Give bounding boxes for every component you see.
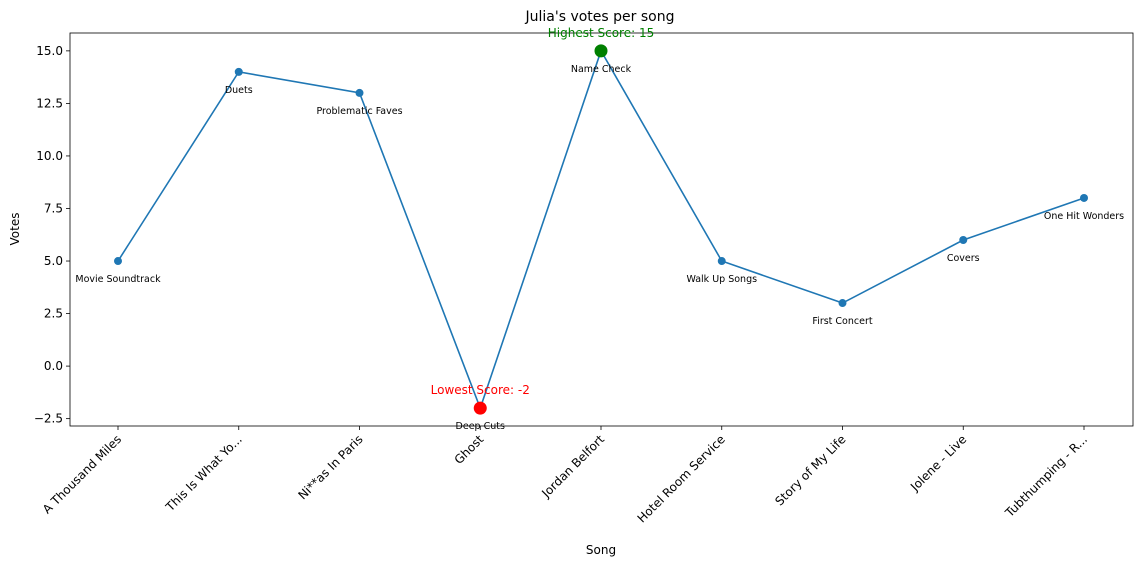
point-label: Movie Soundtrack — [75, 274, 161, 285]
y-tick-label: 15.0 — [36, 44, 63, 58]
y-tick-label: 2.5 — [44, 307, 63, 321]
y-tick-label: −2.5 — [34, 412, 63, 426]
plot-area: −2.5 0.0 2.5 5.0 7.5 10.0 12.5 15.0 A Thousand M… — [34, 44, 1124, 526]
series-line — [117, 48, 1085, 411]
y-tick-label: 5.0 — [44, 254, 63, 268]
point-label: Name Check — [571, 64, 632, 75]
data-point — [355, 88, 364, 97]
point-label: Duets — [225, 85, 253, 96]
point-label: Problematic Faves — [316, 106, 402, 117]
x-tick-label: Hotel Room Service — [635, 432, 728, 525]
chart-title: Julia's votes per song — [525, 9, 675, 25]
y-tick-label: 0.0 — [44, 359, 63, 373]
x-tick-label: Ghost — [452, 432, 487, 467]
y-tick-label: 12.5 — [36, 96, 63, 110]
point-label: First Concert — [812, 316, 872, 327]
highlight-max-label: Highest Score: 15 — [548, 26, 654, 40]
plot-frame — [69, 32, 1134, 427]
x-tick-label: A Thousand Miles — [40, 432, 124, 516]
x-axis-label: Song — [586, 543, 616, 557]
x-tick-label: Ni**as In Paris — [295, 432, 365, 502]
point-label: Deep Cuts — [456, 421, 505, 432]
y-tick-label: 7.5 — [44, 201, 63, 215]
x-tick-label: Tubthumping - R... — [1002, 432, 1090, 520]
highlight-max-point — [594, 44, 608, 58]
data-point — [838, 299, 847, 308]
data-point — [959, 236, 968, 245]
data-point — [717, 257, 726, 266]
x-tick-label: This Is What Yo... — [162, 432, 244, 514]
x-tick-label: Jordan Belfort — [538, 432, 607, 501]
point-label: Walk Up Songs — [686, 274, 757, 285]
highlight-min-label: Lowest Score: -2 — [431, 383, 530, 397]
point-label: Covers — [947, 253, 980, 264]
data-point — [234, 67, 243, 76]
y-tick-label: 10.0 — [36, 149, 63, 163]
point-label: One Hit Wonders — [1044, 211, 1124, 222]
highlight-min-point — [473, 401, 487, 415]
x-tick-label: Jolene - Live — [907, 432, 969, 494]
data-point — [114, 257, 122, 266]
data-point — [1080, 193, 1088, 202]
y-axis-label: Votes — [8, 213, 22, 246]
x-tick-label: Story of My Life — [772, 432, 848, 508]
